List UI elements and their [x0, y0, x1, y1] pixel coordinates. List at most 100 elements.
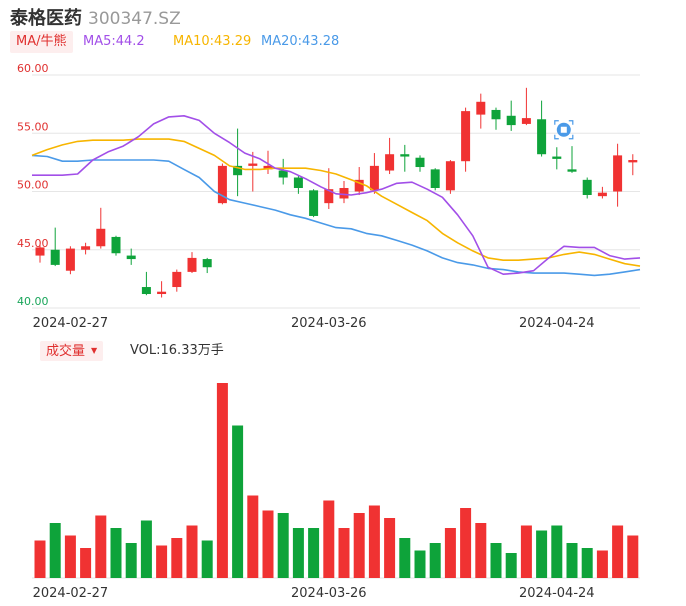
candle-body: [567, 169, 577, 172]
ma5-line: [32, 115, 641, 276]
volume-bar: [95, 515, 107, 578]
volume-bar: [49, 523, 61, 578]
volume-bar: [505, 553, 517, 578]
candle-body: [354, 179, 364, 192]
ma20-line: [31, 154, 641, 277]
ma-indicator-tab[interactable]: MA/牛熊: [10, 31, 73, 53]
candle: [187, 252, 197, 274]
price-tick-label: 40.00: [17, 295, 49, 308]
volume-bar: [551, 525, 563, 578]
ma20-value: MA20:43.28: [261, 34, 340, 49]
stock-name: 泰格医药: [10, 8, 82, 29]
candle: [582, 177, 592, 199]
volume-bars: [34, 383, 639, 578]
candle-body: [552, 156, 562, 159]
candle-body: [461, 111, 471, 162]
volume-bar: [581, 548, 593, 578]
candle: [628, 154, 638, 176]
candle: [354, 167, 364, 195]
candle: [385, 137, 395, 175]
date-tick-label: 2024-02-27: [33, 316, 109, 331]
candle: [597, 186, 607, 199]
candle: [613, 143, 623, 207]
candlestick-series: [35, 87, 638, 298]
volume-bar: [475, 523, 487, 578]
candle: [324, 168, 334, 209]
candle: [476, 93, 486, 129]
volume-bar: [536, 530, 548, 578]
candle-body: [217, 165, 227, 204]
stock-code: 300347.SZ: [88, 9, 181, 29]
candle: [309, 189, 319, 218]
candle-body: [96, 228, 106, 247]
candle-body: [50, 249, 60, 265]
date-tick-label: 2024-04-24: [519, 316, 595, 331]
volume-tag-label: 成交量: [46, 344, 86, 359]
volume-bar: [460, 508, 472, 578]
candle: [278, 158, 288, 185]
candle-body: [172, 271, 182, 288]
stock-title: 泰格医药 300347.SZ: [10, 4, 181, 30]
candle: [506, 100, 516, 131]
candle-body: [202, 259, 212, 268]
volume-bar: [140, 520, 152, 578]
candle-body: [537, 119, 547, 155]
candle: [233, 128, 243, 197]
candle-body: [430, 169, 440, 189]
volume-bar: [110, 528, 122, 578]
volume-bar: [566, 543, 578, 578]
candle-body: [248, 163, 258, 166]
candle-body: [628, 160, 638, 163]
candle: [339, 181, 349, 204]
candle: [35, 243, 45, 263]
volume-bar: [368, 505, 380, 578]
candle-body: [157, 291, 167, 295]
volume-bar: [34, 540, 46, 578]
volume-bar: [262, 510, 274, 578]
candle-body: [278, 170, 288, 178]
candle-body: [233, 165, 243, 176]
signal-marker[interactable]: [554, 120, 574, 140]
candle: [248, 151, 258, 192]
candle: [263, 150, 273, 175]
candle: [96, 207, 106, 249]
candle-body: [126, 255, 136, 260]
volume-indicator-dropdown[interactable]: 成交量 ▼: [40, 341, 104, 361]
volume-value: VOL:16.33万手: [130, 343, 224, 358]
volume-bar: [186, 525, 198, 578]
signal-marker-inner: [560, 126, 567, 133]
candle-body: [445, 161, 455, 191]
volume-bar: [216, 383, 228, 578]
candle-body: [385, 154, 395, 171]
candle-body: [491, 109, 501, 120]
caret-down-icon: ▼: [91, 346, 98, 355]
candle: [537, 100, 547, 157]
candle: [400, 144, 410, 172]
volume-bar: [292, 528, 304, 578]
candle-body: [415, 157, 425, 168]
candle: [141, 271, 151, 296]
candle: [157, 281, 167, 298]
candle-body: [506, 115, 516, 126]
candle: [126, 248, 136, 265]
volume-bar: [201, 540, 213, 578]
candle: [415, 155, 425, 172]
volume-bar: [308, 528, 320, 578]
ma5-value: MA5:44.2: [83, 34, 145, 49]
candle: [111, 235, 121, 256]
candle-body: [476, 101, 486, 115]
candle: [50, 227, 60, 267]
date-tick-label: 2024-03-26: [291, 316, 367, 331]
volume-bar: [323, 500, 335, 578]
ma10-value: MA10:43.29: [173, 34, 252, 49]
candle: [369, 153, 379, 194]
moving-average-lines: [31, 115, 641, 277]
volume-bar: [429, 543, 441, 578]
volume-bar: [490, 543, 502, 578]
candle-body: [141, 287, 151, 295]
candle-body: [187, 257, 197, 272]
candle-body: [613, 155, 623, 192]
volume-date-tick-label: 2024-03-26: [291, 586, 367, 601]
volume-bar: [277, 513, 289, 578]
